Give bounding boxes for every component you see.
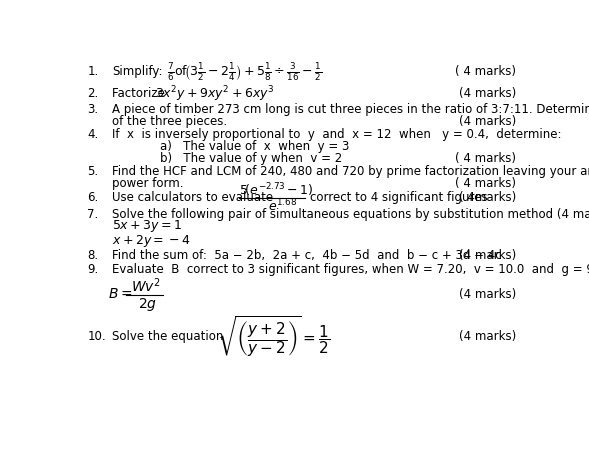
Text: 7.: 7. — [87, 208, 98, 221]
Text: (4 marks): (4 marks) — [459, 330, 517, 343]
Text: Use calculators to evaluate: Use calculators to evaluate — [112, 191, 273, 204]
Text: Evaluate  B  correct to 3 significant figures, when W = 7.20,  v = 10.0  and  g : Evaluate B correct to 3 significant figu… — [112, 263, 589, 276]
Text: ( 4 marks): ( 4 marks) — [455, 65, 517, 78]
Text: 10.: 10. — [87, 330, 106, 343]
Text: $5x + 3y = 1$: $5x + 3y = 1$ — [112, 218, 183, 234]
Text: Solve the following pair of simultaneous equations by substitution method (4 mar: Solve the following pair of simultaneous… — [112, 208, 589, 221]
Text: power form.: power form. — [112, 177, 184, 190]
Text: $x + 2y = -4$: $x + 2y = -4$ — [112, 234, 191, 250]
Text: correct to 4 significant figures: correct to 4 significant figures — [310, 191, 487, 204]
Text: $2g$: $2g$ — [138, 296, 157, 313]
Text: ( 4 marks): ( 4 marks) — [455, 152, 517, 164]
Text: ( 4marks): ( 4marks) — [459, 191, 517, 204]
Text: b)   The value of y when  v = 2: b) The value of y when v = 2 — [160, 152, 343, 164]
Text: of the three pieces.: of the three pieces. — [112, 114, 227, 128]
Text: $B=$: $B=$ — [108, 287, 132, 301]
Text: $\frac{7}{6}$of$\!\left(3\frac{1}{2}-2\frac{1}{4}\right)+5\frac{1}{8}\div\frac{3: $\frac{7}{6}$of$\!\left(3\frac{1}{2}-2\f… — [167, 61, 323, 83]
Text: A piece of timber 273 cm long is cut three pieces in the ratio of 3:7:11. Determ: A piece of timber 273 cm long is cut thr… — [112, 103, 589, 116]
Text: 9.: 9. — [87, 263, 98, 276]
Text: Simplify:: Simplify: — [112, 65, 163, 78]
Text: 2.: 2. — [87, 88, 98, 100]
Text: Find the sum of:  5a − 2b,  2a + c,  4b − 5d  and  b − c + 3d − 4c: Find the sum of: 5a − 2b, 2a + c, 4b − 5… — [112, 250, 502, 262]
Text: $3x^{2}y+9xy^{2}+6xy^{3}$: $3x^{2}y+9xy^{2}+6xy^{3}$ — [155, 84, 274, 104]
Text: $e^{1.68}$: $e^{1.68}$ — [267, 198, 297, 214]
Text: a)   The value of  x  when  y = 3: a) The value of x when y = 3 — [160, 140, 350, 153]
Text: If  x  is inversely proportional to  y  and  x = 12  when   y = 0.4,  determine:: If x is inversely proportional to y and … — [112, 129, 562, 141]
Text: 5.: 5. — [87, 165, 98, 179]
Text: 4.: 4. — [87, 129, 98, 141]
Text: Factorize: Factorize — [112, 88, 169, 100]
Text: 8.: 8. — [87, 250, 98, 262]
Text: 1.: 1. — [87, 65, 98, 78]
Text: (4 marks): (4 marks) — [459, 250, 517, 262]
Text: (4 marks): (4 marks) — [459, 288, 517, 300]
Text: $Wv^{2}$: $Wv^{2}$ — [131, 277, 160, 295]
Text: Solve the equation: Solve the equation — [112, 330, 224, 343]
Text: 6.: 6. — [87, 191, 98, 204]
Text: $\sqrt{\left(\dfrac{y+2}{y-2}\right)}=\dfrac{1}{2}$: $\sqrt{\left(\dfrac{y+2}{y-2}\right)}=\d… — [217, 314, 330, 359]
Text: (4 marks): (4 marks) — [459, 88, 517, 100]
Text: 3.: 3. — [87, 103, 98, 116]
Text: ( 4 marks): ( 4 marks) — [455, 177, 517, 190]
Text: Find the HCF and LCM of 240, 480 and 720 by prime factorization leaving your ans: Find the HCF and LCM of 240, 480 and 720… — [112, 165, 589, 179]
Text: $5\!\left(e^{-2.73}-1\right)$: $5\!\left(e^{-2.73}-1\right)$ — [239, 181, 314, 199]
Text: (4 marks): (4 marks) — [459, 114, 517, 128]
